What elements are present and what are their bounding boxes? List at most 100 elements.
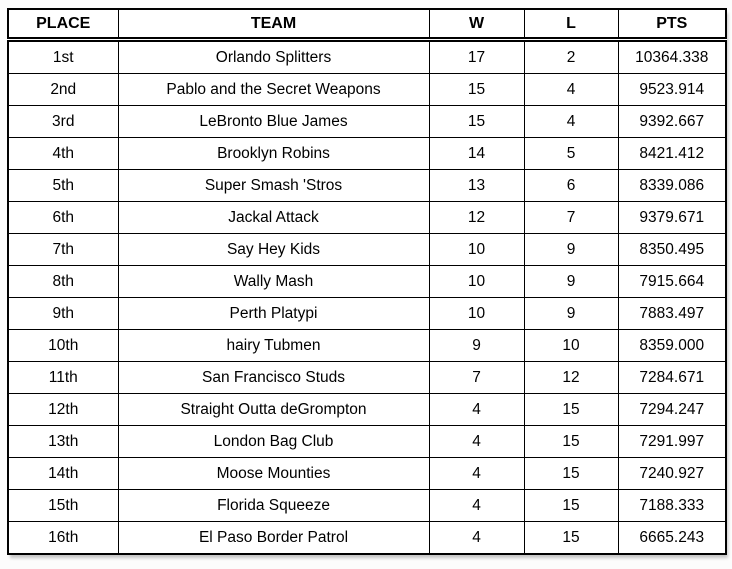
table-row: 16th El Paso Border Patrol 4 15 6665.243 xyxy=(7,521,727,555)
cell-team: San Francisco Studs xyxy=(117,361,430,394)
cell-place: 16th xyxy=(7,521,119,555)
cell-points: 7294.247 xyxy=(617,393,727,426)
cell-team: El Paso Border Patrol xyxy=(117,521,430,555)
table-row: 1st Orlando Splitters 17 2 10364.338 xyxy=(7,39,727,74)
table-row: 7th Say Hey Kids 10 9 8350.495 xyxy=(7,233,727,266)
cell-points: 7188.333 xyxy=(617,489,727,522)
cell-wins: 13 xyxy=(428,169,525,202)
table-row: 5th Super Smash 'Stros 13 6 8339.086 xyxy=(7,169,727,202)
cell-points: 8339.086 xyxy=(617,169,727,202)
cell-losses: 15 xyxy=(523,521,619,555)
col-header-losses: L xyxy=(523,8,619,42)
cell-team: Jackal Attack xyxy=(117,201,430,234)
cell-points: 6665.243 xyxy=(617,521,727,555)
table-row: 8th Wally Mash 10 9 7915.664 xyxy=(7,265,727,298)
cell-wins: 4 xyxy=(428,425,525,458)
cell-losses: 9 xyxy=(523,265,619,298)
cell-team: Orlando Splitters xyxy=(117,39,430,74)
cell-place: 11th xyxy=(7,361,119,394)
cell-wins: 14 xyxy=(428,137,525,170)
cell-place: 2nd xyxy=(7,73,119,106)
cell-points: 8421.412 xyxy=(617,137,727,170)
cell-points: 7883.497 xyxy=(617,297,727,330)
table-row: 3rd LeBronto Blue James 15 4 9392.667 xyxy=(7,105,727,138)
cell-team: Brooklyn Robins xyxy=(117,137,430,170)
cell-losses: 9 xyxy=(523,297,619,330)
cell-losses: 15 xyxy=(523,393,619,426)
cell-team: LeBronto Blue James xyxy=(117,105,430,138)
cell-losses: 15 xyxy=(523,425,619,458)
cell-place: 3rd xyxy=(7,105,119,138)
cell-wins: 12 xyxy=(428,201,525,234)
cell-losses: 6 xyxy=(523,169,619,202)
cell-wins: 4 xyxy=(428,457,525,490)
table-row: 9th Perth Platypi 10 9 7883.497 xyxy=(7,297,727,330)
cell-points: 7915.664 xyxy=(617,265,727,298)
col-header-team: TEAM xyxy=(117,8,430,42)
cell-wins: 15 xyxy=(428,73,525,106)
cell-team: Perth Platypi xyxy=(117,297,430,330)
standings-table: PLACE TEAM W L PTS 1st Orlando Splitters 1… xyxy=(7,8,727,555)
cell-team: Straight Outta deGrompton xyxy=(117,393,430,426)
cell-place: 8th xyxy=(7,265,119,298)
cell-place: 4th xyxy=(7,137,119,170)
cell-wins: 10 xyxy=(428,265,525,298)
cell-points: 8350.495 xyxy=(617,233,727,266)
cell-points: 7291.997 xyxy=(617,425,727,458)
cell-losses: 9 xyxy=(523,233,619,266)
cell-team: Moose Mounties xyxy=(117,457,430,490)
table-row: 11th San Francisco Studs 7 12 7284.671 xyxy=(7,361,727,394)
cell-place: 14th xyxy=(7,457,119,490)
cell-losses: 12 xyxy=(523,361,619,394)
cell-points: 9523.914 xyxy=(617,73,727,106)
col-header-points: PTS xyxy=(617,8,727,42)
cell-wins: 15 xyxy=(428,105,525,138)
cell-wins: 4 xyxy=(428,393,525,426)
cell-points: 7284.671 xyxy=(617,361,727,394)
table-row: 13th London Bag Club 4 15 7291.997 xyxy=(7,425,727,458)
cell-losses: 15 xyxy=(523,489,619,522)
cell-losses: 5 xyxy=(523,137,619,170)
table-row: 14th Moose Mounties 4 15 7240.927 xyxy=(7,457,727,490)
cell-losses: 4 xyxy=(523,105,619,138)
cell-losses: 4 xyxy=(523,73,619,106)
cell-team: Wally Mash xyxy=(117,265,430,298)
cell-wins: 7 xyxy=(428,361,525,394)
col-header-wins: W xyxy=(428,8,525,42)
cell-points: 8359.000 xyxy=(617,329,727,362)
cell-team: Florida Squeeze xyxy=(117,489,430,522)
cell-team: hairy Tubmen xyxy=(117,329,430,362)
cell-place: 10th xyxy=(7,329,119,362)
cell-wins: 17 xyxy=(428,39,525,74)
table-row: 4th Brooklyn Robins 14 5 8421.412 xyxy=(7,137,727,170)
cell-points: 9392.667 xyxy=(617,105,727,138)
cell-team: London Bag Club xyxy=(117,425,430,458)
cell-losses: 15 xyxy=(523,457,619,490)
table-row: 15th Florida Squeeze 4 15 7188.333 xyxy=(7,489,727,522)
cell-losses: 10 xyxy=(523,329,619,362)
cell-place: 15th xyxy=(7,489,119,522)
cell-wins: 4 xyxy=(428,489,525,522)
cell-wins: 10 xyxy=(428,297,525,330)
cell-wins: 10 xyxy=(428,233,525,266)
table-row: 10th hairy Tubmen 9 10 8359.000 xyxy=(7,329,727,362)
cell-losses: 7 xyxy=(523,201,619,234)
cell-place: 6th xyxy=(7,201,119,234)
cell-team: Say Hey Kids xyxy=(117,233,430,266)
col-header-place: PLACE xyxy=(7,8,119,42)
cell-wins: 4 xyxy=(428,521,525,555)
cell-points: 10364.338 xyxy=(617,39,727,74)
cell-wins: 9 xyxy=(428,329,525,362)
table-row: 6th Jackal Attack 12 7 9379.671 xyxy=(7,201,727,234)
cell-points: 7240.927 xyxy=(617,457,727,490)
cell-place: 12th xyxy=(7,393,119,426)
standings-table-container: PLACE TEAM W L PTS 1st Orlando Splitters 1… xyxy=(7,8,727,555)
header-row: PLACE TEAM W L PTS xyxy=(7,8,727,42)
cell-team: Super Smash 'Stros xyxy=(117,169,430,202)
cell-place: 13th xyxy=(7,425,119,458)
cell-place: 7th xyxy=(7,233,119,266)
cell-losses: 2 xyxy=(523,39,619,74)
cell-place: 1st xyxy=(7,39,119,74)
cell-place: 5th xyxy=(7,169,119,202)
table-row: 2nd Pablo and the Secret Weapons 15 4 9523.9… xyxy=(7,73,727,106)
